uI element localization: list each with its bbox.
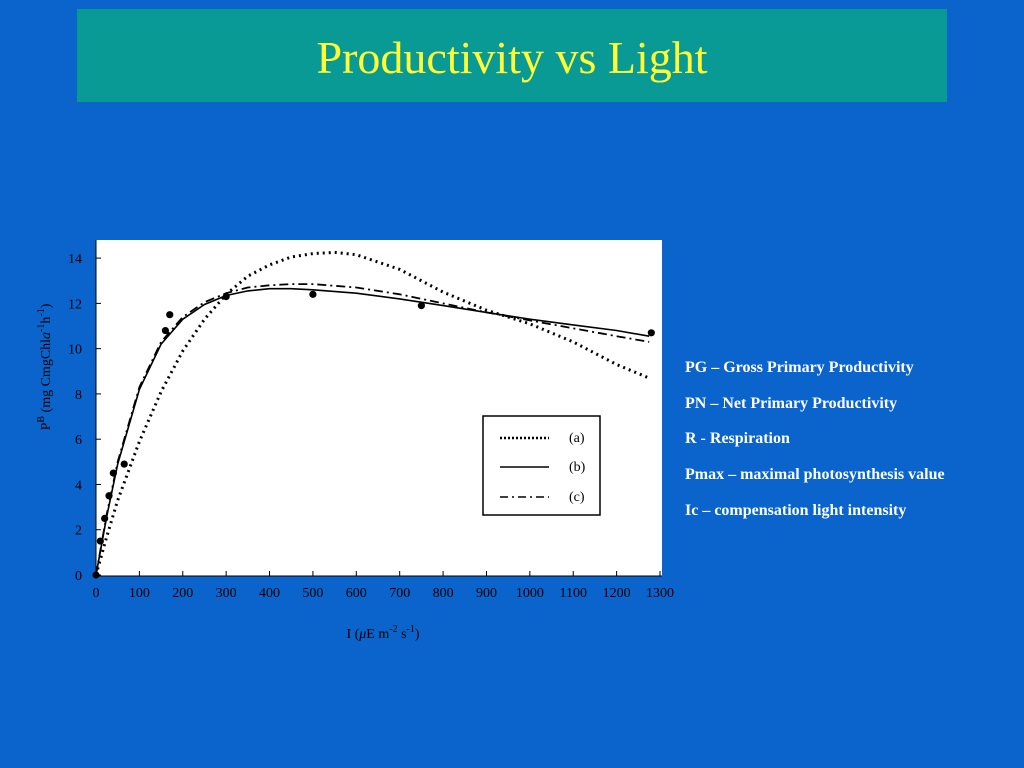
series-line-c (95, 283, 650, 576)
y-tick-label: 10 (68, 343, 82, 358)
definition-pg: PG – Gross Primary Productivity (685, 359, 914, 376)
x-tick-label: 700 (389, 586, 410, 601)
x-tick-label: 1100 (559, 586, 586, 601)
data-point (222, 292, 230, 301)
legend-label-c: (c) (569, 490, 585, 505)
x-tick-label: 100 (129, 586, 150, 601)
series-line-b (95, 287, 650, 576)
data-point (96, 537, 104, 545)
data-point (166, 311, 174, 319)
x-tick-label: 0 (93, 586, 100, 601)
x-tick-label: 1000 (516, 586, 544, 601)
data-point (101, 514, 109, 523)
definition-pn: PN – Net Primary Productivity (685, 394, 898, 412)
y-tick-label: 2 (75, 524, 82, 539)
x-tick-label: 500 (302, 586, 323, 601)
data-point (161, 326, 170, 335)
y-tick-label: 0 (75, 569, 82, 584)
slide-title: Productivity vs Light (316, 32, 708, 83)
data-point (309, 290, 317, 298)
points-layer (92, 290, 655, 579)
legend: (a) (b) (c) (482, 415, 601, 516)
series-line-a (94, 250, 650, 576)
x-tick-label: 200 (172, 586, 193, 601)
y-tick-label: 12 (68, 297, 82, 312)
x-tick-label: 900 (476, 586, 497, 601)
legend-label-b: (b) (569, 460, 586, 475)
data-point (109, 469, 117, 477)
definition-pmax: Pmax – maximal photosynthesis value (685, 466, 945, 484)
y-tick-label: 4 (75, 478, 82, 493)
legend-box (482, 415, 601, 516)
series-layer (94, 250, 650, 576)
data-point (120, 460, 128, 468)
ticks-layer: 0 2 4 6 8 10 12 14 0 100 200 300 400 500 600 700 800 900 1… (68, 252, 674, 601)
x-tick-label: 400 (259, 586, 280, 601)
x-tick-label: 300 (216, 586, 237, 601)
definitions-list: PG – Gross Primary Productivity PN – Net… (685, 357, 1020, 535)
y-axis-label: PB (mg CmgChla-1h-1) (36, 303, 54, 430)
y-tick-label: 6 (75, 433, 82, 448)
x-axis-label: I (μE m-2 s-1) (346, 624, 419, 642)
data-point (105, 492, 113, 500)
legend-label-a: (a) (569, 431, 585, 446)
data-point (647, 329, 655, 337)
y-tick-label: 8 (75, 388, 82, 403)
title-bar: Productivity vs Light (77, 9, 947, 102)
definition-r: R - Respiration (685, 430, 790, 448)
x-tick-label: 600 (346, 586, 367, 601)
data-point (417, 302, 425, 310)
y-tick-label: 14 (68, 252, 82, 267)
x-tick-label: 1200 (603, 586, 631, 601)
x-tick-label: 800 (433, 586, 454, 601)
definition-ic: Ic – compensation light intensity (685, 501, 907, 519)
x-tick-label: 1300 (646, 586, 674, 601)
data-point (92, 571, 100, 579)
